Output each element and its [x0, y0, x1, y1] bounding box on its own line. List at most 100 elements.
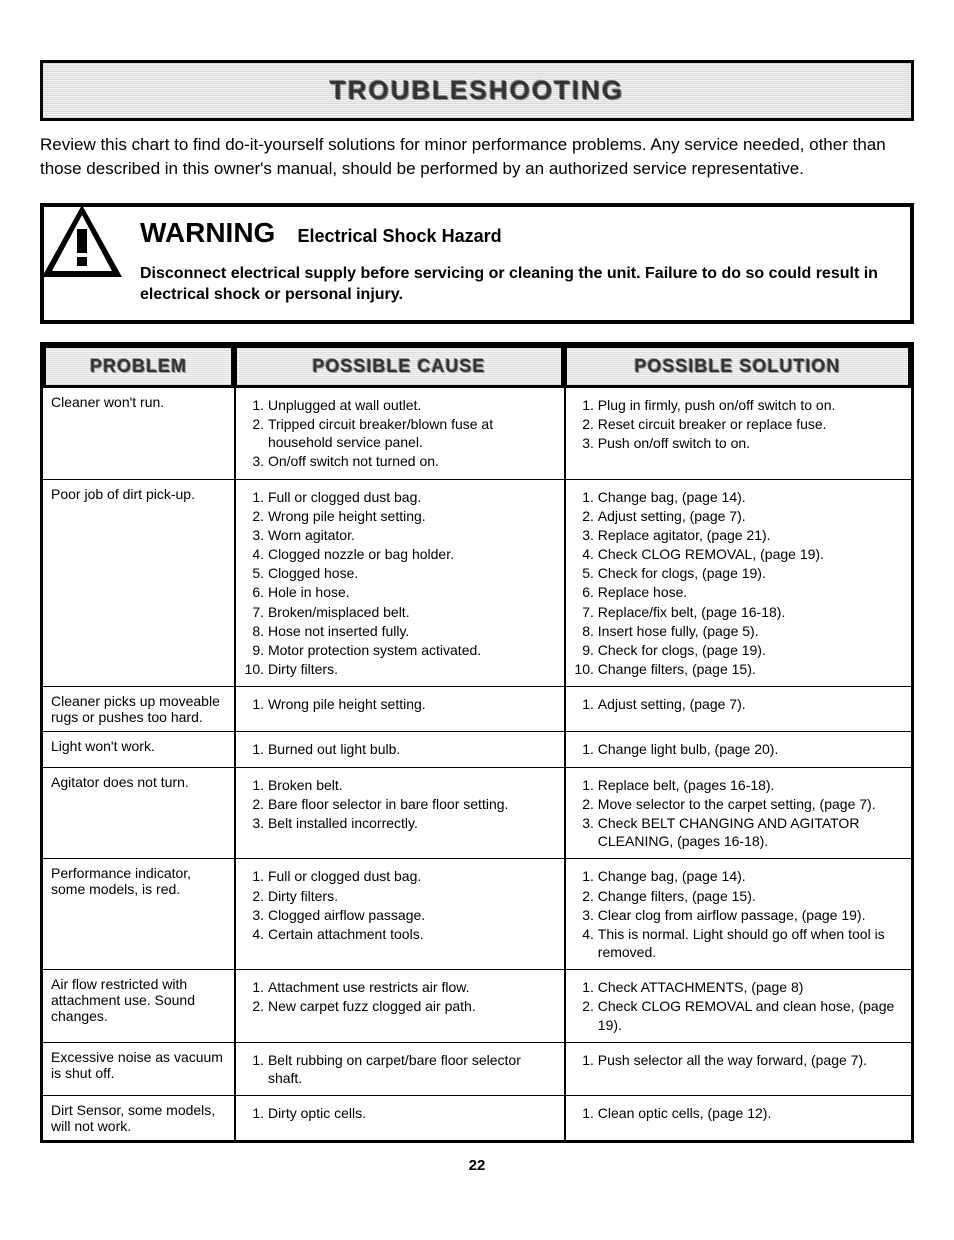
- list-item: Wrong pile height setting.: [268, 695, 556, 713]
- list-item: Dirty filters.: [268, 887, 556, 905]
- list-item: Clear clog from airflow passage, (page 1…: [598, 906, 903, 924]
- list-item: Check ATTACHMENTS, (page 8): [598, 978, 903, 996]
- list-item: Check CLOG REMOVAL and clean hose, (page…: [598, 997, 903, 1033]
- list-item: Change filters, (page 15).: [598, 660, 903, 678]
- problem-cell: Poor job of dirt pick-up.: [43, 479, 234, 687]
- problem-cell: Dirt Sensor, some models, will not work.: [43, 1095, 234, 1140]
- cause-cell: Broken belt.Bare floor selector in bare …: [234, 767, 564, 859]
- header-cause: POSSIBLE CAUSE: [234, 345, 564, 388]
- list-item: Unplugged at wall outlet.: [268, 396, 556, 414]
- solution-cell: Change light bulb, (page 20).: [564, 731, 911, 766]
- list-item: Belt installed incorrectly.: [268, 814, 556, 832]
- list-item: Check for clogs, (page 19).: [598, 641, 903, 659]
- list-item: Bare floor selector in bare floor settin…: [268, 795, 556, 813]
- list-item: Clogged hose.: [268, 564, 556, 582]
- list-item: Dirty filters.: [268, 660, 556, 678]
- list-item: Check CLOG REMOVAL, (page 19).: [598, 545, 903, 563]
- list-item: Belt rubbing on carpet/bare floor select…: [268, 1051, 556, 1087]
- cause-cell: Full or clogged dust bag.Wrong pile heig…: [234, 479, 564, 687]
- list-item: Replace agitator, (page 21).: [598, 526, 903, 544]
- list-item: Plug in firmly, push on/off switch to on…: [598, 396, 903, 414]
- list-item: Change light bulb, (page 20).: [598, 740, 903, 758]
- list-item: Burned out light bulb.: [268, 740, 556, 758]
- list-item: Clogged airflow passage.: [268, 906, 556, 924]
- list-item: Motor protection system activated.: [268, 641, 556, 659]
- header-solution: POSSIBLE SOLUTION: [564, 345, 911, 388]
- list-item: Insert hose fully, (page 5).: [598, 622, 903, 640]
- header-problem: PROBLEM: [43, 345, 234, 388]
- solution-cell: Clean optic cells, (page 12).: [564, 1095, 911, 1140]
- list-item: Change bag, (page 14).: [598, 867, 903, 885]
- warning-subheading: Electrical Shock Hazard: [298, 226, 502, 247]
- list-item: New carpet fuzz clogged air path.: [268, 997, 556, 1015]
- problem-cell: Agitator does not turn.: [43, 767, 234, 859]
- warning-box: WARNING Electrical Shock Hazard Disconne…: [40, 203, 914, 324]
- troubleshooting-table: PROBLEM POSSIBLE CAUSE POSSIBLE SOLUTION…: [40, 342, 914, 1143]
- solution-cell: Check ATTACHMENTS, (page 8)Check CLOG RE…: [564, 969, 911, 1042]
- list-item: Certain attachment tools.: [268, 925, 556, 943]
- list-item: Clean optic cells, (page 12).: [598, 1104, 903, 1122]
- list-item: Attachment use restricts air flow.: [268, 978, 556, 996]
- table-row: Light won't work. Burned out light bulb. C…: [43, 731, 911, 766]
- warning-heading: WARNING: [140, 217, 275, 249]
- solution-cell: Push selector all the way forward, (page…: [564, 1042, 911, 1095]
- list-item: Full or clogged dust bag.: [268, 867, 556, 885]
- table-row: Dirt Sensor, some models, will not work.…: [43, 1095, 911, 1140]
- list-item: Move selector to the carpet setting, (pa…: [598, 795, 903, 813]
- page-banner: TROUBLESHOOTING: [40, 60, 914, 121]
- problem-cell: Performance indicator, some models, is r…: [43, 858, 234, 969]
- list-item: Reset circuit breaker or replace fuse.: [598, 415, 903, 433]
- problem-cell: Light won't work.: [43, 731, 234, 766]
- cause-cell: Attachment use restricts air flow.New ca…: [234, 969, 564, 1042]
- warning-body-text: Disconnect electrical supply before serv…: [140, 263, 896, 306]
- list-item: Change bag, (page 14).: [598, 488, 903, 506]
- list-item: Push on/off switch to on.: [598, 434, 903, 452]
- cause-cell: Wrong pile height setting.: [234, 686, 564, 731]
- table-row: Agitator does not turn.Broken belt.Bare …: [43, 767, 911, 859]
- cause-cell: Belt rubbing on carpet/bare floor select…: [234, 1042, 564, 1095]
- problem-cell: Air flow restricted with attachment use.…: [43, 969, 234, 1042]
- page-number: 22: [40, 1157, 914, 1174]
- list-item: Replace/fix belt, (page 16-18).: [598, 603, 903, 621]
- table-row: Cleaner picks up moveable rugs or pushes…: [43, 686, 911, 731]
- warning-icon: [40, 203, 124, 281]
- solution-cell: Replace belt, (pages 16-18).Move selecto…: [564, 767, 911, 859]
- cause-cell: Unplugged at wall outlet.Tripped circuit…: [234, 388, 564, 479]
- list-item: Change filters, (page 15).: [598, 887, 903, 905]
- cause-cell: Dirty optic cells.: [234, 1095, 564, 1140]
- problem-cell: Excessive noise as vacuum is shut off.: [43, 1042, 234, 1095]
- table-row: Poor job of dirt pick-up.Full or clogged…: [43, 479, 911, 687]
- list-item: Adjust setting, (page 7).: [598, 695, 903, 713]
- list-item: Adjust setting, (page 7).: [598, 507, 903, 525]
- solution-cell: Plug in firmly, push on/off switch to on…: [564, 388, 911, 479]
- list-item: Worn agitator.: [268, 526, 556, 544]
- intro-text: Review this chart to find do-it-yourself…: [40, 133, 914, 181]
- cause-cell: Full or clogged dust bag.Dirty filters.C…: [234, 858, 564, 969]
- list-item: Wrong pile height setting.: [268, 507, 556, 525]
- list-item: Broken/misplaced belt.: [268, 603, 556, 621]
- table-row: Performance indicator, some models, is r…: [43, 858, 911, 969]
- table-row: Excessive noise as vacuum is shut off. Be…: [43, 1042, 911, 1095]
- solution-cell: Adjust setting, (page 7).: [564, 686, 911, 731]
- list-item: Clogged nozzle or bag holder.: [268, 545, 556, 563]
- list-item: On/off switch not turned on.: [268, 452, 556, 470]
- list-item: Hole in hose.: [268, 583, 556, 601]
- table-row: Cleaner won't run.Unplugged at wall outl…: [43, 388, 911, 479]
- list-item: Hose not inserted fully.: [268, 622, 556, 640]
- list-item: Dirty optic cells.: [268, 1104, 556, 1122]
- list-item: This is normal. Light should go off when…: [598, 925, 903, 961]
- problem-cell: Cleaner picks up moveable rugs or pushes…: [43, 686, 234, 731]
- list-item: Check for clogs, (page 19).: [598, 564, 903, 582]
- list-item: Tripped circuit breaker/blown fuse at ho…: [268, 415, 556, 451]
- list-item: Check BELT CHANGING AND AGITATOR CLEANIN…: [598, 814, 903, 850]
- table-row: Air flow restricted with attachment use.…: [43, 969, 911, 1042]
- list-item: Broken belt.: [268, 776, 556, 794]
- problem-cell: Cleaner won't run.: [43, 388, 234, 479]
- list-item: Full or clogged dust bag.: [268, 488, 556, 506]
- list-item: Replace hose.: [598, 583, 903, 601]
- list-item: Replace belt, (pages 16-18).: [598, 776, 903, 794]
- cause-cell: Burned out light bulb.: [234, 731, 564, 766]
- solution-cell: Change bag, (page 14).Adjust setting, (p…: [564, 479, 911, 687]
- solution-cell: Change bag, (page 14). Change filters, (p…: [564, 858, 911, 969]
- list-item: Push selector all the way forward, (page…: [598, 1051, 903, 1069]
